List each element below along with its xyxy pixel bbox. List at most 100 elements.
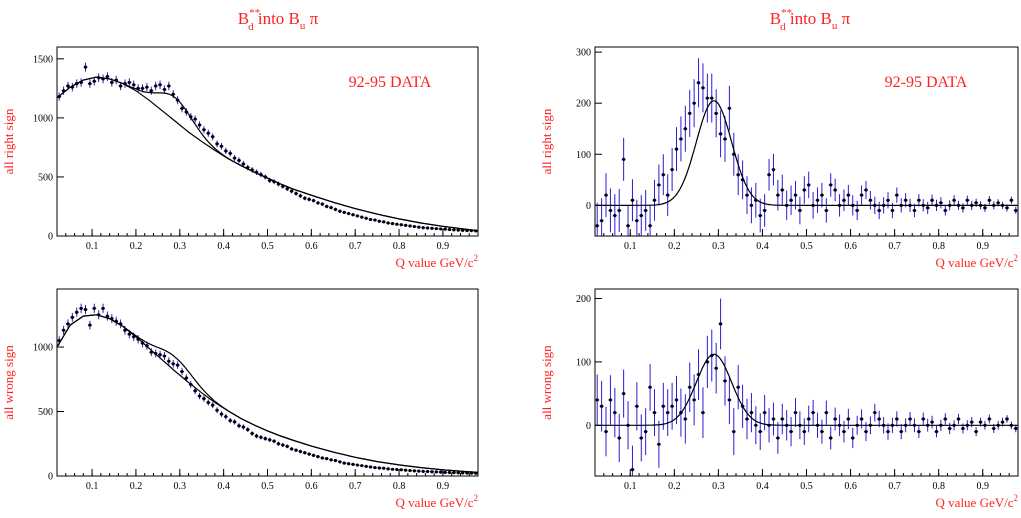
y-tick-label: 100 — [576, 150, 591, 161]
x-tick-label: 0.9 — [977, 481, 990, 492]
x-tick-label: 0.2 — [130, 241, 143, 252]
data-point — [749, 203, 754, 207]
data-point — [749, 411, 754, 415]
data-point — [767, 173, 771, 177]
data-point — [311, 198, 316, 203]
data-point — [758, 213, 762, 218]
x-tick-label: 0.1 — [624, 481, 637, 492]
x-tick-label: 0.6 — [844, 241, 857, 252]
x-tick-label: 0.2 — [668, 481, 681, 492]
data-point — [377, 219, 381, 223]
data-point — [943, 417, 947, 421]
data-point — [613, 213, 617, 218]
data-point — [604, 193, 608, 197]
data-point — [421, 469, 425, 473]
data-point — [745, 193, 749, 197]
data-point — [303, 451, 307, 455]
data-point — [425, 226, 430, 230]
data-point — [316, 201, 320, 205]
y-axis-label: all right sign — [539, 108, 554, 174]
data-point — [206, 400, 210, 405]
title-left-mid: into B — [254, 9, 300, 28]
data-point — [88, 323, 92, 327]
data-point — [674, 147, 679, 151]
data-point — [974, 430, 978, 434]
data-point — [961, 206, 965, 210]
data-point — [1000, 420, 1005, 424]
data-point — [661, 173, 665, 177]
data-point — [272, 439, 276, 443]
data-point — [193, 389, 197, 393]
data-point — [595, 398, 599, 402]
x-tick-label: 0.4 — [756, 241, 769, 252]
data-point — [154, 84, 158, 88]
data-point — [430, 226, 434, 230]
data-point — [855, 208, 859, 213]
panel-rs_left: 0.1 0.2 0.3 0.4 0.5 0.6 0.7 0.8 0.9 0 500 1000 1500 a… — [1, 46, 479, 270]
data-point — [66, 322, 70, 326]
x-tick-label: 0.3 — [712, 481, 725, 492]
data-point — [864, 430, 868, 434]
data-annotation: 92-95 DATA — [885, 74, 968, 91]
data-point — [824, 411, 828, 415]
data-point — [652, 411, 657, 415]
data-point — [710, 96, 714, 100]
data-point — [193, 117, 197, 121]
data-point — [1009, 198, 1013, 202]
data-point — [329, 206, 333, 210]
data-point — [88, 82, 92, 86]
data-point — [992, 426, 996, 431]
data-point — [333, 207, 338, 212]
data-point — [763, 411, 767, 415]
x-tick-label: 0.1 — [86, 241, 99, 252]
panel-ws_left: 0.1 0.2 0.3 0.4 0.5 0.6 0.7 0.8 0.9 0 500 1000 all w… — [1, 288, 479, 510]
data-point — [644, 208, 648, 213]
x-tick-label: 0.3 — [712, 241, 725, 252]
data-point — [443, 470, 447, 474]
data-point — [714, 366, 718, 370]
data-point — [66, 84, 70, 88]
data-point — [290, 447, 294, 451]
title-right: B** d into Bu π — [770, 7, 851, 33]
data-point — [421, 226, 425, 230]
data-point — [105, 314, 110, 318]
data-point — [608, 398, 613, 402]
y-tick-label: 0 — [586, 421, 591, 432]
data-point — [815, 198, 820, 202]
data-point — [298, 449, 302, 454]
data-point — [895, 193, 899, 197]
data-point — [904, 198, 908, 202]
data-point — [635, 219, 639, 223]
data-point — [970, 420, 974, 424]
data-point — [718, 132, 723, 136]
data-point — [868, 198, 872, 202]
data-point — [864, 188, 868, 192]
x-tick-label: 0.8 — [393, 241, 406, 252]
x-tick-label: 0.5 — [261, 241, 274, 252]
data-point — [417, 225, 421, 229]
data-annotation: 92-95 DATA — [349, 74, 432, 91]
data-point — [917, 198, 921, 202]
data-point — [241, 425, 245, 429]
data-point — [886, 198, 890, 202]
data-point — [281, 443, 285, 447]
data-point — [996, 201, 1000, 205]
y-axis-label: all wrong sign — [539, 345, 554, 420]
data-point — [1014, 208, 1018, 213]
y-tick-label: 200 — [576, 99, 591, 110]
data-point — [105, 74, 110, 79]
data-point — [732, 430, 736, 434]
data-point — [373, 466, 377, 470]
data-point — [197, 123, 202, 127]
data-point — [930, 420, 934, 424]
data-point — [842, 198, 846, 202]
x-tick-label: 0.8 — [393, 481, 406, 492]
data-point — [886, 430, 890, 434]
data-point — [219, 412, 224, 416]
data-point — [978, 420, 983, 424]
data-point — [780, 417, 784, 421]
x-tick-label: 0.9 — [977, 241, 990, 252]
title-left-sup: ** — [249, 7, 260, 19]
x-tick-label: 0.5 — [261, 481, 274, 492]
data-point — [926, 206, 930, 210]
